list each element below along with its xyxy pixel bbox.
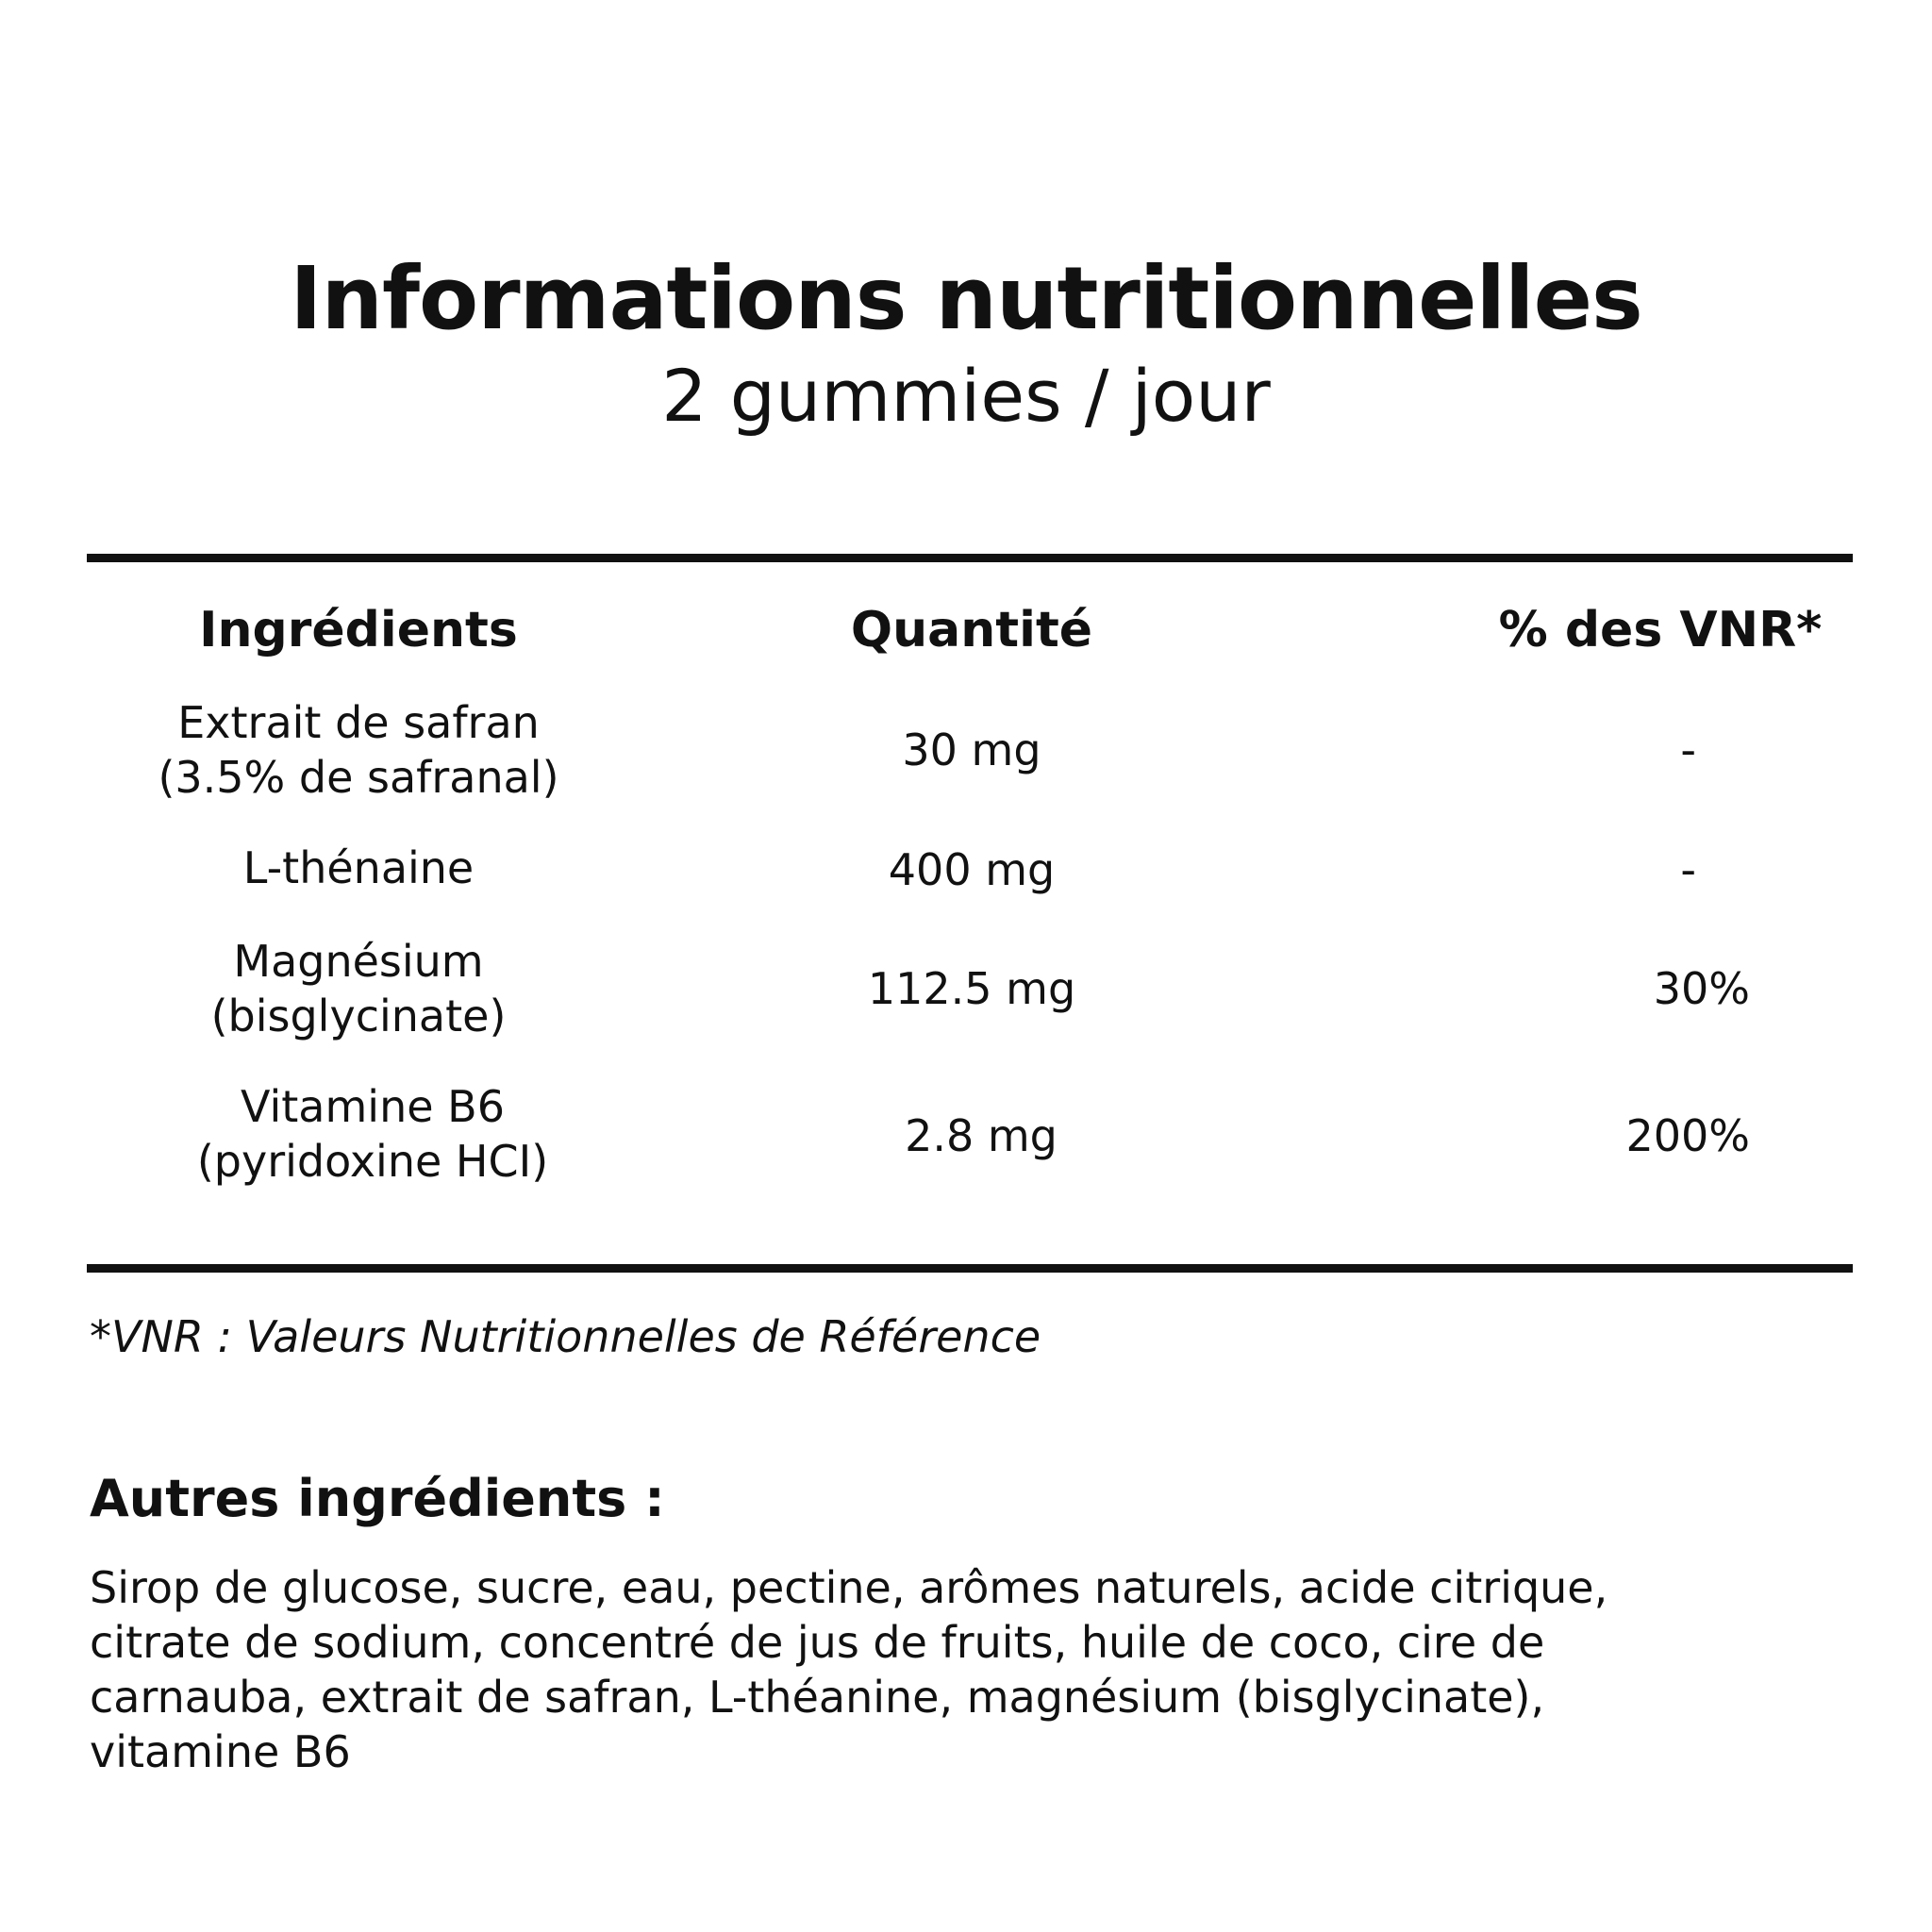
other-ingredients-line: Sirop de glucose, sucre, eau, pectine, a…: [90, 1562, 1608, 1613]
ingredient-quantity: 30 mg: [902, 724, 1041, 775]
header-quantity: Quantité: [850, 602, 1093, 658]
ingredient-quantity: 400 mg: [888, 844, 1056, 895]
ingredient-line2: (pyridoxine HCI): [196, 1136, 549, 1187]
ingredient-line2: (bisglycinate): [210, 991, 507, 1041]
table-bottom-rule: [87, 1264, 1853, 1273]
ingredient-line2: (3.5% de safranal): [158, 752, 559, 803]
other-ingredients-line: citrate de sodium, concentré de jus de f…: [90, 1617, 1545, 1668]
ingredient-line1: Magnésium: [233, 936, 484, 987]
page-title: Informations nutritionnelles: [290, 248, 1643, 349]
page-subtitle: 2 gummies / jour: [661, 354, 1271, 438]
other-ingredients-text: Sirop de glucose, sucre, eau, pectine, a…: [90, 1560, 1854, 1779]
ingredient-quantity: 2.8 mg: [905, 1110, 1058, 1161]
other-ingredients-title: Autres ingrédients :: [90, 1469, 665, 1528]
ingredient-name: L-thénaine: [94, 841, 623, 895]
ingredient-line1: Extrait de safran: [177, 697, 540, 748]
other-ingredients-line: vitamine B6: [90, 1726, 351, 1777]
ingredient-name: Vitamine B6 (pyridoxine HCI): [108, 1079, 637, 1189]
ingredient-name: Magnésium (bisglycinate): [94, 934, 623, 1043]
ingredient-name: Extrait de safran (3.5% de safranal): [94, 695, 623, 805]
ingredient-vnr: -: [1680, 844, 1696, 895]
vnr-footnote: *VNR : Valeurs Nutritionnelles de Référe…: [90, 1311, 1041, 1362]
ingredient-quantity: 112.5 mg: [867, 963, 1076, 1014]
table-top-rule: [87, 554, 1853, 562]
ingredient-vnr: 200%: [1625, 1110, 1750, 1161]
header-ingredients: Ingrédients: [199, 602, 518, 658]
other-ingredients-line: carnauba, extrait de safran, L-théanine,…: [90, 1672, 1545, 1723]
ingredient-vnr: -: [1680, 724, 1696, 775]
ingredient-line1: L-thénaine: [242, 842, 475, 893]
ingredient-vnr: 30%: [1653, 963, 1750, 1014]
ingredient-line1: Vitamine B6: [241, 1081, 505, 1132]
header-vnr: % des VNR*: [1498, 602, 1823, 658]
